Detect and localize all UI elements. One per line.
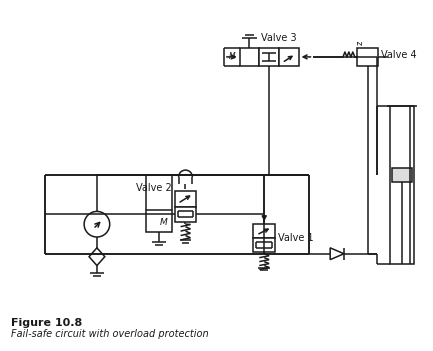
Bar: [174, 206, 196, 222]
Text: Valve 2: Valve 2: [136, 183, 172, 193]
Bar: [357, 48, 378, 66]
Bar: [253, 238, 275, 252]
Polygon shape: [89, 248, 105, 266]
Bar: [239, 48, 259, 66]
Text: z: z: [355, 41, 364, 45]
Text: M: M: [229, 52, 235, 61]
Text: Valve 1: Valve 1: [278, 233, 313, 243]
Bar: [390, 106, 414, 264]
Text: Valve 3: Valve 3: [261, 33, 297, 43]
Bar: [174, 191, 196, 206]
Polygon shape: [330, 248, 344, 260]
Bar: [259, 48, 279, 66]
Text: Figure 10.8: Figure 10.8: [11, 318, 83, 328]
Bar: [392, 168, 412, 182]
Text: Valve 4: Valve 4: [381, 50, 417, 60]
Text: Fail-safe circuit with overload protection: Fail-safe circuit with overload protecti…: [11, 329, 209, 338]
Bar: [253, 224, 275, 238]
Circle shape: [84, 211, 110, 237]
Bar: [146, 211, 172, 232]
Text: M: M: [160, 218, 168, 227]
Bar: [279, 48, 299, 66]
